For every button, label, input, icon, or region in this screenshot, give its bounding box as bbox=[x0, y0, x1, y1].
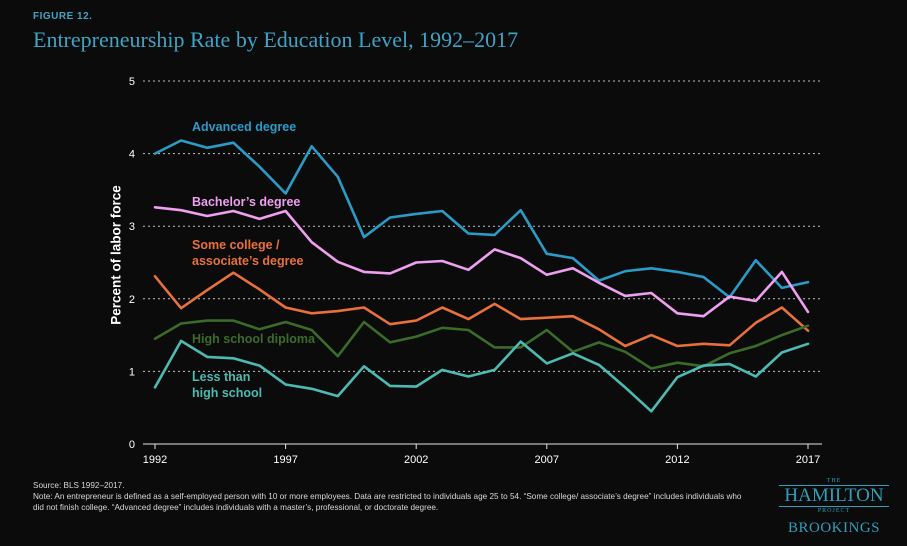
chart-title: Entrepreneurship Rate by Education Level… bbox=[33, 27, 519, 52]
x-tick-label: 1992 bbox=[143, 454, 167, 466]
logo-project: PROJECT bbox=[817, 508, 851, 514]
series-label-bachelors-degree: Bachelor’s degree bbox=[192, 195, 300, 209]
note-text: Note: An entrepreneur is defined as a se… bbox=[33, 492, 742, 513]
logo-the: THE bbox=[826, 478, 842, 484]
series-label-some-college: Some college / bbox=[192, 238, 280, 252]
series-line-some-college bbox=[153, 271, 810, 348]
logo-hamilton: HAMILTON bbox=[779, 485, 889, 507]
series-line-high-school-diploma bbox=[153, 319, 810, 370]
y-tick-label: 3 bbox=[129, 221, 135, 233]
source-text: Source: BLS 1992–2017. bbox=[33, 481, 125, 490]
series-label-advanced-degree: Advanced degree bbox=[192, 120, 296, 134]
logo-brookings: BROOKINGS bbox=[787, 520, 880, 536]
x-tick-label: 1997 bbox=[273, 454, 297, 466]
series-label-less-than-high-school: Less than bbox=[192, 370, 250, 384]
x-tick-label: 2012 bbox=[665, 454, 689, 466]
footnote: Source: BLS 1992–2017. Note: An entrepre… bbox=[33, 480, 753, 514]
y-tick-label: 5 bbox=[129, 76, 135, 88]
y-tick-label: 2 bbox=[129, 294, 135, 306]
y-tick-label: 0 bbox=[129, 439, 135, 451]
series-label-less-than-high-school: high school bbox=[192, 386, 262, 400]
series-line-less-than-high-school bbox=[153, 339, 810, 413]
y-tick-label: 1 bbox=[129, 366, 135, 378]
y-tick-label: 4 bbox=[129, 149, 135, 161]
x-tick-label: 2007 bbox=[535, 454, 559, 466]
series-line-bachelors-degree bbox=[153, 206, 810, 318]
series-line-advanced-degree bbox=[153, 139, 810, 299]
figure-label: FIGURE 12. bbox=[33, 11, 93, 22]
hamilton-brookings-logo: THE HAMILTON PROJECT BROOKINGS bbox=[776, 478, 892, 537]
series-label-high-school-diploma: High school diploma bbox=[192, 332, 316, 346]
x-tick-label: 2002 bbox=[404, 454, 428, 466]
series-label-some-college: associate’s degree bbox=[192, 254, 303, 268]
line-chart: 0 1 2 3 4 5 1992 1997 2002 2007 2012 2017 Advanced d… bbox=[129, 76, 822, 466]
x-tick-label: 2017 bbox=[796, 454, 820, 466]
